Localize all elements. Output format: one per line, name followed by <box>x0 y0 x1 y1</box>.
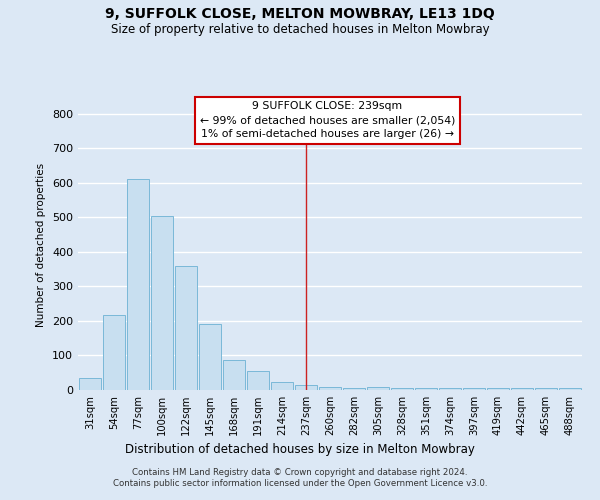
Bar <box>199 324 221 390</box>
Bar <box>175 266 197 390</box>
Bar <box>487 388 509 390</box>
Bar <box>295 385 317 390</box>
Bar <box>79 378 101 390</box>
Bar <box>127 179 149 390</box>
Bar <box>103 314 125 390</box>
Bar <box>151 216 173 390</box>
Text: Size of property relative to detached houses in Melton Mowbray: Size of property relative to detached ho… <box>110 24 490 36</box>
Bar <box>535 388 557 390</box>
Bar <box>559 388 581 390</box>
Bar <box>367 386 389 390</box>
Bar <box>463 388 485 390</box>
Text: 9 SUFFOLK CLOSE: 239sqm
← 99% of detached houses are smaller (2,054)
1% of semi-: 9 SUFFOLK CLOSE: 239sqm ← 99% of detache… <box>200 102 455 140</box>
Bar <box>223 360 245 390</box>
Text: 9, SUFFOLK CLOSE, MELTON MOWBRAY, LE13 1DQ: 9, SUFFOLK CLOSE, MELTON MOWBRAY, LE13 1… <box>105 8 495 22</box>
Bar <box>319 387 341 390</box>
Bar <box>511 388 533 390</box>
Bar <box>247 371 269 390</box>
Text: Contains HM Land Registry data © Crown copyright and database right 2024.
Contai: Contains HM Land Registry data © Crown c… <box>113 468 487 487</box>
Bar <box>439 388 461 390</box>
Y-axis label: Number of detached properties: Number of detached properties <box>37 163 46 327</box>
Bar <box>391 388 413 390</box>
Bar <box>343 388 365 390</box>
Bar <box>415 388 437 390</box>
Bar <box>271 382 293 390</box>
Text: Distribution of detached houses by size in Melton Mowbray: Distribution of detached houses by size … <box>125 442 475 456</box>
